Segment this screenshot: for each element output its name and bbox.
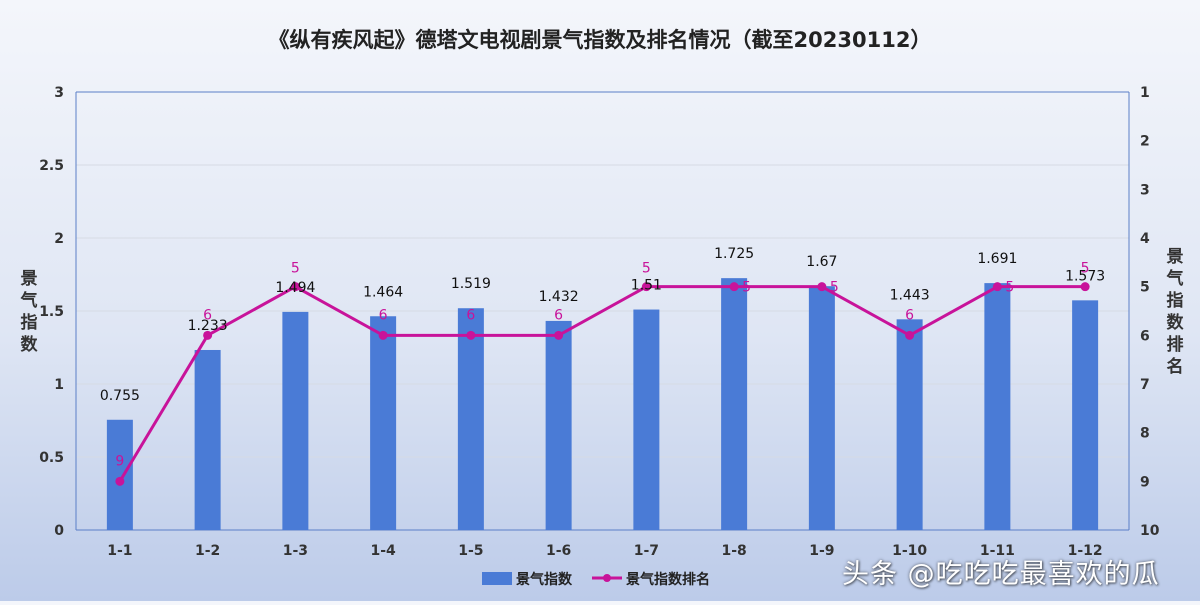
legend-label-line: 景气指数排名 [626, 571, 710, 588]
rank-value-label: 6 [203, 307, 212, 323]
bar-value-label: 0.755 [100, 388, 140, 404]
rank-point [905, 330, 915, 340]
x-tick-label: 1-3 [283, 543, 308, 559]
y-tick-label: 0 [54, 523, 64, 539]
bar [896, 319, 923, 530]
rank-value-label: 5 [642, 261, 651, 277]
rank-value-label: 5 [291, 261, 300, 277]
bar [633, 309, 660, 530]
x-tick-label: 1-6 [546, 543, 571, 559]
rank-value-label: 5 [742, 280, 751, 296]
bar-value-label: 1.443 [890, 287, 930, 303]
y2-tick-label: 5 [1140, 280, 1150, 296]
bar-value-label: 1.464 [363, 284, 403, 300]
x-tick-label: 1-11 [980, 543, 1015, 559]
rank-point [466, 330, 476, 340]
bar [282, 311, 309, 530]
rank-value-label: 6 [905, 307, 914, 323]
bar-value-label: 1.432 [539, 289, 579, 305]
data-labels: 0.755 1.233 1.494 1.464 1.519 1.432 1.51 1.725 1… [100, 246, 1105, 469]
rank-value-label: 5 [1081, 261, 1090, 277]
bar [545, 320, 572, 530]
rank-point [203, 330, 213, 340]
x-tick-label: 1-4 [370, 543, 396, 559]
rank-value-label: 5 [830, 280, 839, 296]
rank-point [641, 282, 651, 292]
bar [370, 316, 397, 530]
y-axis-title: 景气指数 [20, 269, 39, 355]
legend-swatch-bar [482, 572, 512, 585]
bar [106, 419, 133, 530]
y2-tick-label: 7 [1140, 377, 1150, 393]
rank-point [992, 282, 1002, 292]
rank-point [115, 476, 125, 486]
bar [457, 308, 484, 530]
bar-series [106, 278, 1099, 530]
axes: 0 0.5 1 1.5 2 2.5 3 1 2 3 4 5 6 7 8 9 10 1-1 1-2 1-3 1-4 1-5 1… [20, 85, 1185, 559]
legend-label-bar: 景气指数 [516, 571, 573, 588]
rank-line [118, 285, 1086, 483]
y2-tick-label: 6 [1140, 328, 1150, 344]
line-series [115, 282, 1090, 486]
bar-value-label: 1.519 [451, 276, 491, 292]
x-tick-label: 1-1 [107, 543, 132, 559]
x-tick-label: 1-9 [809, 543, 834, 559]
rank-point [1080, 282, 1090, 292]
y2-tick-label: 8 [1140, 426, 1150, 442]
x-tick-label: 1-5 [458, 543, 483, 559]
y-tick-label: 2.5 [39, 158, 64, 174]
y-tick-label: 0.5 [39, 450, 64, 466]
rank-value-label: 6 [466, 307, 475, 323]
bar-value-label: 1.725 [714, 246, 754, 262]
x-tick-label: 1-10 [892, 543, 927, 559]
chart-title: 《纵有疾风起》德塔文电视剧景气指数及排名情况（截至20230112） [269, 28, 932, 52]
y2-tick-label: 3 [1140, 182, 1150, 198]
bar-value-label: 1.573 [1065, 268, 1105, 284]
bar [1072, 300, 1099, 530]
bar [808, 286, 835, 530]
bar-value-label: 1.51 [631, 278, 662, 294]
watermark: 头条 @吃吃吃最喜欢的瓜 [842, 559, 1160, 590]
y-tick-label: 1 [54, 377, 64, 393]
rank-value-label: 5 [1005, 280, 1014, 296]
rank-point [729, 282, 739, 292]
x-tick-label: 1-7 [634, 543, 659, 559]
rank-point [554, 330, 564, 340]
y-tick-label: 1.5 [39, 304, 64, 320]
bar-value-label: 1.67 [806, 254, 837, 270]
y2-tick-label: 9 [1140, 474, 1150, 490]
y2-tick-label: 2 [1140, 134, 1150, 150]
rank-value-label: 6 [554, 307, 563, 323]
bar [194, 349, 221, 530]
bar-value-label: 1.233 [188, 318, 228, 334]
rank-point [817, 282, 827, 292]
x-tick-label: 1-12 [1068, 543, 1103, 559]
y2-tick-label: 4 [1140, 231, 1150, 247]
bar-value-label: 1.494 [275, 280, 315, 296]
y2-axis-title: 景气指数排名 [1166, 247, 1185, 377]
y2-tick-label: 1 [1140, 85, 1150, 101]
legend: 景气指数 景气指数排名 [482, 571, 710, 588]
bar-value-label: 1.691 [977, 251, 1017, 267]
y-tick-label: 2 [54, 231, 64, 247]
bar [721, 278, 748, 530]
rank-value-label: 6 [379, 307, 388, 323]
rank-point [290, 282, 300, 292]
x-tick-label: 1-8 [721, 543, 746, 559]
legend-swatch-marker [603, 574, 611, 582]
x-tick-label: 1-2 [195, 543, 220, 559]
rank-value-label: 9 [115, 453, 124, 469]
rank-point [378, 330, 388, 340]
y2-tick-label: 10 [1140, 523, 1160, 539]
y-tick-label: 3 [54, 85, 64, 101]
bar [984, 283, 1011, 530]
